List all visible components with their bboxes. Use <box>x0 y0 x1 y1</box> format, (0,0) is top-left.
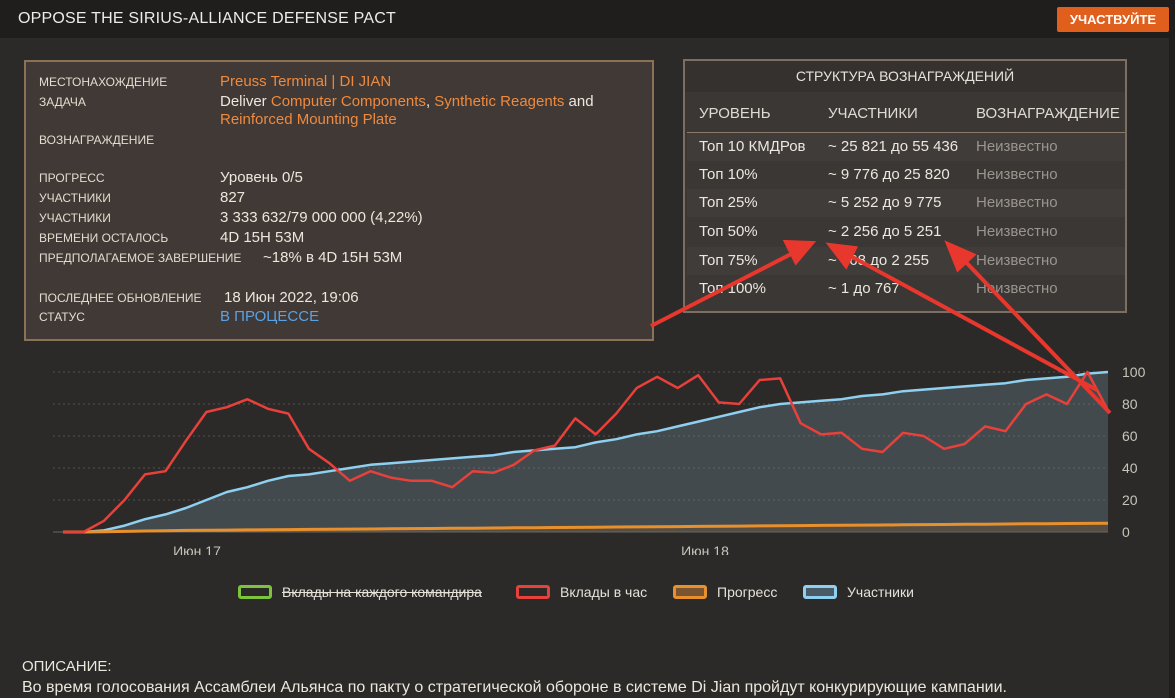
task-item-link[interactable]: Computer Components <box>270 93 426 110</box>
table-row: Топ 10 КМДРов ~ 25 821 до 55 436 Неизвес… <box>687 133 1125 161</box>
task-item-link[interactable]: Reinforced Mounting Plate <box>220 111 397 128</box>
reward-structure-panel: СТРУКТУРА ВОЗНАГРАЖДЕНИЙ УРОВЕНЬ УЧАСТНИ… <box>683 59 1127 313</box>
description-text: Во время голосования Ассамблеи Альянса п… <box>22 679 1007 696</box>
table-row: Топ 25% ~ 5 252 до 9 775 Неизвестно <box>687 189 1125 217</box>
contribution-chart[interactable]: 0 20 40 60 80 100 Июн 17 Июн 18 <box>0 350 1175 555</box>
contribution-label: УЧАСТНИКИ <box>39 211 111 225</box>
progress-value: Уровень 0/5 <box>220 169 303 186</box>
scrollbar-track[interactable] <box>1169 38 1175 698</box>
table-row: Топ 50% ~ 2 256 до 5 251 Неизвестно <box>699 223 1058 240</box>
table-row: Топ 10% ~ 9 776 до 25 820 Неизвестно <box>699 166 1058 183</box>
legend-swatch <box>673 585 707 599</box>
legend-label: Прогресс <box>717 584 778 600</box>
legend-label: Участники <box>847 584 914 600</box>
column-header-tier: УРОВЕНЬ <box>699 105 771 122</box>
task-item-link[interactable]: Synthetic Reagents <box>434 93 565 110</box>
page-title: OPPOSE THE SIRIUS-ALLIANCE DEFENSE PACT <box>18 10 396 27</box>
task-value: Deliver Computer Components, Synthetic R… <box>220 93 594 128</box>
participants-label: УЧАСТНИКИ <box>39 191 111 205</box>
participants-value: 827 <box>220 189 246 206</box>
legend-swatch <box>238 585 272 599</box>
y-tick-label: 100 <box>1122 364 1146 380</box>
progress-label: ПРОГРЕСС <box>39 171 105 185</box>
series-area <box>63 372 1108 532</box>
x-tick-label: Июн 17 <box>173 543 221 555</box>
legend-item-per-hour[interactable]: Вклады в час <box>516 583 647 601</box>
legend-swatch <box>516 585 550 599</box>
updated-label: ПОСЛЕДНЕЕ ОБНОВЛЕНИЕ <box>39 291 202 305</box>
time-left-value: 4D 15H 53M <box>220 229 305 246</box>
table-row: Топ 100% ~ 1 до 767 Неизвестно <box>699 280 1058 297</box>
location-value[interactable]: Preuss Terminal | DI JIAN <box>220 73 392 90</box>
y-tick-label: 40 <box>1122 460 1138 476</box>
legend-label: Вклады в час <box>560 584 648 600</box>
contribution-value: 3 333 632/79 000 000 (4,22%) <box>220 209 423 226</box>
x-tick-label: Июн 18 <box>681 543 729 555</box>
legend-item-participants[interactable]: Участники <box>803 583 914 601</box>
y-tick-label: 80 <box>1122 396 1138 412</box>
join-button[interactable]: УЧАСТВУЙТЕ <box>1057 7 1169 32</box>
info-panel: МЕСТОНАХОЖДЕНИЕ Preuss Terminal | DI JIA… <box>24 60 654 341</box>
updated-value: 18 Июн 2022, 19:06 <box>224 289 359 306</box>
location-label: МЕСТОНАХОЖДЕНИЕ <box>39 75 168 89</box>
description-heading: ОПИСАНИЕ: <box>22 658 112 675</box>
status-value: В ПРОЦЕССЕ <box>220 308 320 325</box>
header-bar: OPPOSE THE SIRIUS-ALLIANCE DEFENSE PACT … <box>0 0 1175 38</box>
y-tick-label: 20 <box>1122 492 1138 508</box>
legend-item-per-commander[interactable]: Вклады на каждого командира <box>238 583 482 601</box>
column-header-participants: УЧАСТНИКИ <box>828 105 918 122</box>
time-left-label: ВРЕМЕНИ ОСТАЛОСЬ <box>39 231 169 245</box>
series-line <box>63 370 1110 534</box>
table-row: Топ 75% ~ 768 до 2 255 Неизвестно <box>687 247 1125 275</box>
column-header-reward: ВОЗНАГРАЖДЕНИЕ <box>976 105 1120 122</box>
estimate-value: ~18% в 4D 15H 53M <box>263 249 403 266</box>
legend-item-progress[interactable]: Прогресс <box>673 583 777 601</box>
reward-structure-title: СТРУКТУРА ВОЗНАГРАЖДЕНИЙ <box>685 61 1125 92</box>
task-label: ЗАДАЧА <box>39 95 86 109</box>
estimate-label: ПРЕДПОЛАГАЕМОЕ ЗАВЕРШЕНИЕ <box>39 251 242 265</box>
series-line <box>63 521 1109 534</box>
status-label: СТАТУС <box>39 310 85 324</box>
y-tick-label: 0 <box>1122 524 1130 540</box>
legend-swatch <box>803 585 837 599</box>
y-tick-label: 60 <box>1122 428 1138 444</box>
legend-label: Вклады на каждого командира <box>282 584 482 600</box>
reward-label: ВОЗНАГРАЖДЕНИЕ <box>39 133 155 147</box>
